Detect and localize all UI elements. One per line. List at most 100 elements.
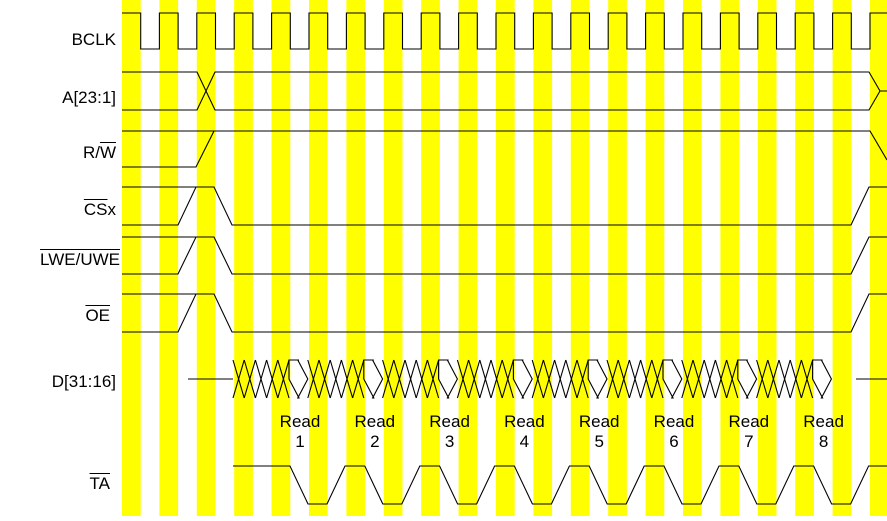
signal-label-transfer-ack: TA [89,474,110,493]
clock-high-band [196,0,216,516]
data-bus-crossover [531,359,544,399]
signal-label-cs-part: CS [83,200,108,219]
read-label-number: 7 [744,432,754,451]
read-label-text: Read [354,412,396,431]
clock-high-band [832,0,852,516]
read-label-text: Read [429,412,470,431]
data-bus-crossover [565,359,578,399]
data-bus-crossover [277,359,290,399]
data-valid-window [512,359,533,399]
data-bus-crossover [542,359,556,399]
read-label-1: Read 1 [270,412,330,452]
data-bus-crossover [415,359,428,399]
data-bus-crossover [479,359,492,399]
data-bus-crossover [329,359,342,399]
write-enable-waveform [122,236,887,275]
read-label-3: Read 3 [420,412,480,452]
signal-label-data-bus: D[31:16] [51,372,116,391]
read-label-8: Read 8 [794,412,854,452]
output-enable-waveform [122,293,887,333]
clock-high-band [122,0,141,516]
data-bus-crossover [340,359,354,399]
data-bus-crossover [576,359,589,399]
read-label-5: Read 5 [569,412,629,452]
data-bus-crossover [501,359,514,399]
signal-label-output-enable: OE [85,306,110,325]
signal-label-write-part: W [99,143,116,162]
signal-label-chip-select: CSx [30,200,116,220]
data-bus-crossover [254,359,268,399]
clock-high-band [383,0,403,516]
data-bus-crossover [243,359,256,399]
read-label-text: Read [803,412,844,431]
signal-label-read-write: R/W [30,143,116,163]
data-valid-window [737,359,758,399]
data-bus-crossover [307,359,320,399]
data-bus-crossover [800,359,814,399]
read-label-number: 1 [295,432,305,451]
data-bus-crossover [490,359,503,399]
data-bus-crossover [767,359,780,399]
data-bus-crossover [352,359,365,399]
read-label-text: Read [504,412,545,431]
read-label-number: 6 [669,432,679,451]
data-bus-crossover [318,359,331,399]
data-bus-crossover [628,359,642,399]
data-bus-crossover [617,359,630,399]
signal-label-read-part: R/ [82,143,100,162]
read-label-number: 3 [444,432,455,451]
data-bus-crossover [404,359,417,399]
data-bus-crossover [692,359,705,399]
address-bus-high-line [122,71,881,111]
read-label-text: Read [653,412,695,431]
read-label-text: Read [728,412,770,431]
read-label-number: 4 [519,432,530,451]
data-bus-crossover [554,359,567,399]
data-bus-crossover [703,359,716,399]
clock-high-band [309,0,328,516]
data-bus-crossover [789,359,802,399]
clock-high-band [234,0,253,516]
data-bus-crossover [756,359,769,399]
signal-label-bclk: BCLK [71,30,116,49]
data-valid-window [438,359,459,399]
read-label-text: Read [279,412,321,431]
clock-high-band [683,0,702,516]
clock-high-band [608,0,627,516]
data-valid-window [587,359,608,399]
bclk-waveform [122,12,887,50]
data-valid-window [288,359,309,399]
data-bus-crossover [468,359,481,399]
chip-select-waveform [122,186,887,226]
read-label-4: Read 4 [494,412,554,452]
data-bus-crossover [606,359,619,399]
read-label-7: Read 7 [719,412,779,452]
data-bus-crossover [714,359,728,399]
read-label-number: 2 [370,432,380,451]
data-valid-window [363,359,384,399]
clock-high-band [458,0,478,516]
data-bus-crossover [382,359,395,399]
data-bus-crossover [232,359,245,399]
data-valid-window [662,359,683,399]
read-label-2: Read 2 [345,412,405,452]
read-label-number: 8 [818,432,829,451]
clock-high-band [533,0,553,516]
data-valid-window [812,359,833,399]
signal-label-write-enable: LWE/UWE [40,250,120,269]
signal-label-x-part: x [107,200,117,219]
read-label-text: Read [578,412,620,431]
read-write-high-line [271,130,887,161]
data-bus-crossover [426,359,440,399]
data-bus-crossover [651,359,664,399]
clock-high-band [757,0,777,516]
data-bus-crossover [726,359,739,399]
data-bus-crossover [456,359,470,399]
data-bus-crossover [681,359,694,399]
read-label-6: Read 6 [644,412,704,452]
signal-label-address: A[23:1] [62,88,116,107]
transfer-ack-waveform [233,465,887,505]
data-bus-crossover [778,359,791,399]
